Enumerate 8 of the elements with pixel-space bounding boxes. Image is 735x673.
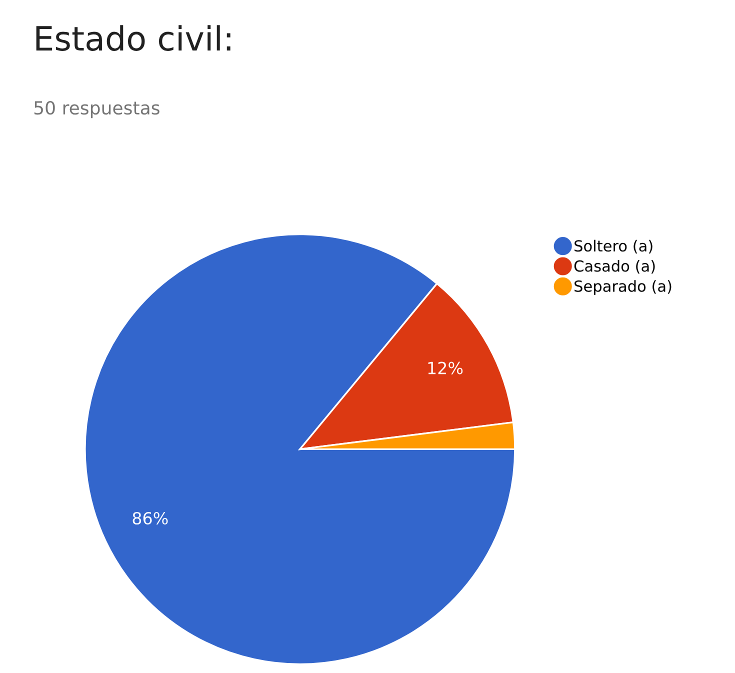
data-label: 86% (132, 512, 168, 525)
legend-label: Separado (a) (574, 280, 672, 295)
legend-label: Soltero (a) (574, 240, 652, 254)
chart-subtitle: 50 respuestas (34, 101, 160, 118)
legend-label: Casado (a) (574, 260, 655, 274)
data-label: 12% (428, 362, 463, 374)
chart-title: Estado civil: (36, 25, 230, 51)
pie-slice (84, 233, 516, 666)
